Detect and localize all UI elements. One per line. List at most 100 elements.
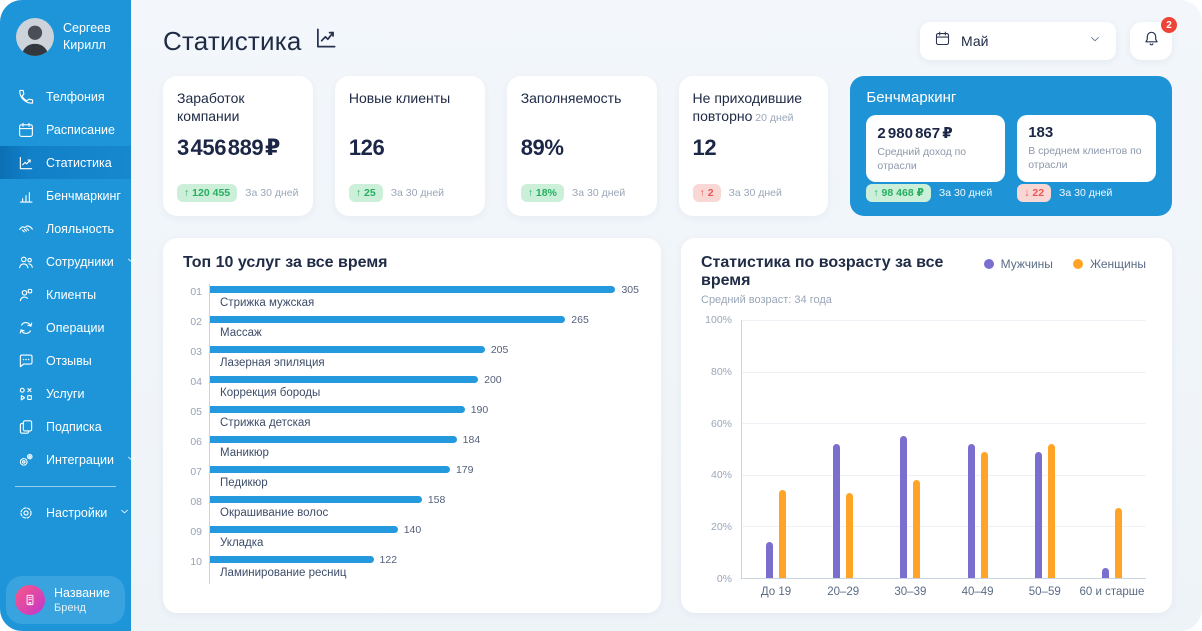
sidebar-item-integrations[interactable]: Интеграции (0, 443, 135, 476)
sidebar-item-label: Операции (46, 320, 105, 335)
age-bar (766, 541, 773, 578)
service-bar-line: 122 (210, 554, 639, 566)
age-bar (779, 490, 786, 578)
age-bar (1034, 451, 1042, 578)
sidebar-item-label: Отзывы (46, 353, 92, 368)
y-axis-tick: 20% (710, 521, 732, 534)
age-bar (1047, 443, 1055, 578)
service-bar-line: 205 (210, 343, 639, 356)
service-name: Массаж (220, 327, 262, 339)
age-stats-subtitle: Средний возраст: 34 года (701, 294, 832, 306)
service-rank: 03 (190, 346, 202, 358)
benchmark-metric-caption: Средний доход по отрасли (877, 146, 967, 172)
age-stats-titles: Статистика по возрасту за все время Сред… (701, 254, 984, 306)
legend-label: Мужчины (1000, 257, 1053, 271)
age-group: До 19 (761, 320, 791, 598)
period-label: За 30 дней (728, 187, 782, 199)
sidebar-item-schedule[interactable]: Расписание (0, 113, 131, 146)
y-axis-tick: 40% (710, 469, 732, 482)
service-rank: 05 (190, 406, 202, 418)
service-bar-line: 305 (210, 284, 639, 296)
age-group: 20–29 (827, 320, 859, 598)
service-row-content: 205 Лазерная эпиляция (209, 344, 639, 374)
sidebar-item-subscription[interactable]: Подписка (0, 410, 131, 443)
page-title: Статистика (163, 25, 340, 58)
benchmark-metric-value: 183 (1028, 124, 1054, 141)
service-rank: 04 (190, 376, 202, 388)
brand-name: Название (54, 586, 110, 600)
service-name: Ламинирование ресниц (220, 567, 347, 579)
service-bar (210, 436, 457, 443)
age-stats-plot-row: 100% 80% 60% 40% 20% 0% До 19 20–29 30–39 40–49 5… (701, 314, 1146, 598)
service-name: Стрижка мужская (220, 297, 315, 309)
profile-block[interactable]: Сергеев Кирилл (0, 0, 131, 80)
period-label: За 30 дней (390, 187, 445, 199)
card-title: Новые клиенты (348, 90, 451, 106)
sidebar-item-loyalty[interactable]: Лояльность (0, 212, 131, 245)
sidebar-item-label: Подписка (46, 419, 102, 434)
age-stats-panel: Статистика по возрасту за все время Сред… (681, 238, 1172, 613)
service-bar-line: 265 (210, 313, 639, 326)
sidebar-item-benchmarking[interactable]: Бенчмаркинг (0, 179, 131, 212)
sidebar-item-reviews[interactable]: Отзывы (0, 344, 131, 377)
service-rank: 09 (190, 526, 202, 538)
service-rank: 06 (190, 436, 202, 448)
sidebar-item-settings[interactable]: Настройки (0, 496, 131, 529)
chevron-down-icon (1088, 32, 1102, 51)
benchmark-metric: 2 980 867 ₽ Средний доход по отрасли (866, 115, 1006, 183)
service-bar-value: 205 (490, 343, 509, 356)
service-bar-value: 265 (571, 313, 589, 326)
benchmark-title: Бенчмаркинг (866, 89, 957, 106)
service-bar-line: 184 (210, 434, 639, 446)
statistics-chart-icon (312, 25, 340, 58)
line-chart-icon (17, 154, 35, 172)
service-row: 09 140 Укладка (183, 524, 639, 554)
sidebar-item-label: Клиенты (46, 287, 97, 302)
benchmark-footer: ↑ 98 468 ₽ За 30 дней ↓ 22 За 30 дней (866, 184, 1156, 202)
service-row-content: 190 Стрижка детская (209, 404, 639, 434)
service-bar-line: 140 (210, 524, 639, 536)
service-row-content: 179 Педикюр (209, 464, 639, 494)
service-bar (210, 556, 374, 563)
service-name: Укладка (220, 537, 264, 549)
trend-badge: ↑ 25 (348, 184, 383, 202)
sidebar-item-clients[interactable]: Клиенты (0, 278, 131, 311)
notifications-button[interactable]: 2 (1130, 17, 1177, 60)
age-bar (967, 443, 975, 578)
sidebar: Сергеев Кирилл Телфония Расписание Статист… (0, 0, 135, 631)
legend-item[interactable]: Женщины (1072, 257, 1146, 271)
service-bar-line: 190 (210, 404, 639, 416)
period-select[interactable]: Май (920, 22, 1116, 60)
sidebar-item-label: Настройки (46, 505, 108, 520)
sidebar-item-services[interactable]: Услуги (0, 377, 131, 410)
trend-badge: ↑ 120 455 (177, 184, 238, 202)
sidebar-item-statistics[interactable]: Статистика (0, 146, 131, 179)
legend-item[interactable]: Мужчины (983, 257, 1053, 271)
age-bar (980, 451, 988, 578)
y-axis-tick: 60% (710, 417, 732, 430)
card-title: Не приходившие повторно 20 дней (692, 90, 803, 124)
subscription-icon (17, 418, 35, 436)
gridline (742, 474, 1146, 476)
benchmark-metric-value: 2 980 867 ₽ (877, 125, 953, 142)
service-rank: 10 (190, 556, 202, 568)
sidebar-item-telephony[interactable]: Телфония (0, 80, 131, 113)
sidebar-item-operations[interactable]: Операции (0, 311, 131, 344)
brand-type: Бренд (54, 602, 86, 614)
gridline (742, 423, 1146, 425)
trend-badge: ↑ 2 (692, 184, 721, 202)
bar-chart-icon (17, 187, 35, 205)
integrations-icon (17, 451, 35, 469)
brand-chip[interactable]: Название Бренд (6, 576, 125, 624)
stat-card: Новые клиенты 126 ↑ 25 За 30 дней (334, 76, 485, 216)
stat-card: Не приходившие повторно 20 дней 12 ↑ 2 За 3… (678, 76, 829, 216)
legend-label: Женщины (1089, 257, 1146, 271)
phone-icon (17, 88, 35, 106)
sidebar-item-employees[interactable]: Сотрудники (0, 245, 135, 278)
legend-dot-icon (1072, 259, 1083, 269)
service-row: 10 122 Ламинирование ресниц (183, 554, 639, 584)
period-value: Май (961, 33, 989, 49)
service-row: 04 200 Коррекция бороды (183, 374, 639, 404)
y-axis-tick: 100% (705, 314, 732, 326)
brand-text: Название Бренд (54, 586, 110, 614)
